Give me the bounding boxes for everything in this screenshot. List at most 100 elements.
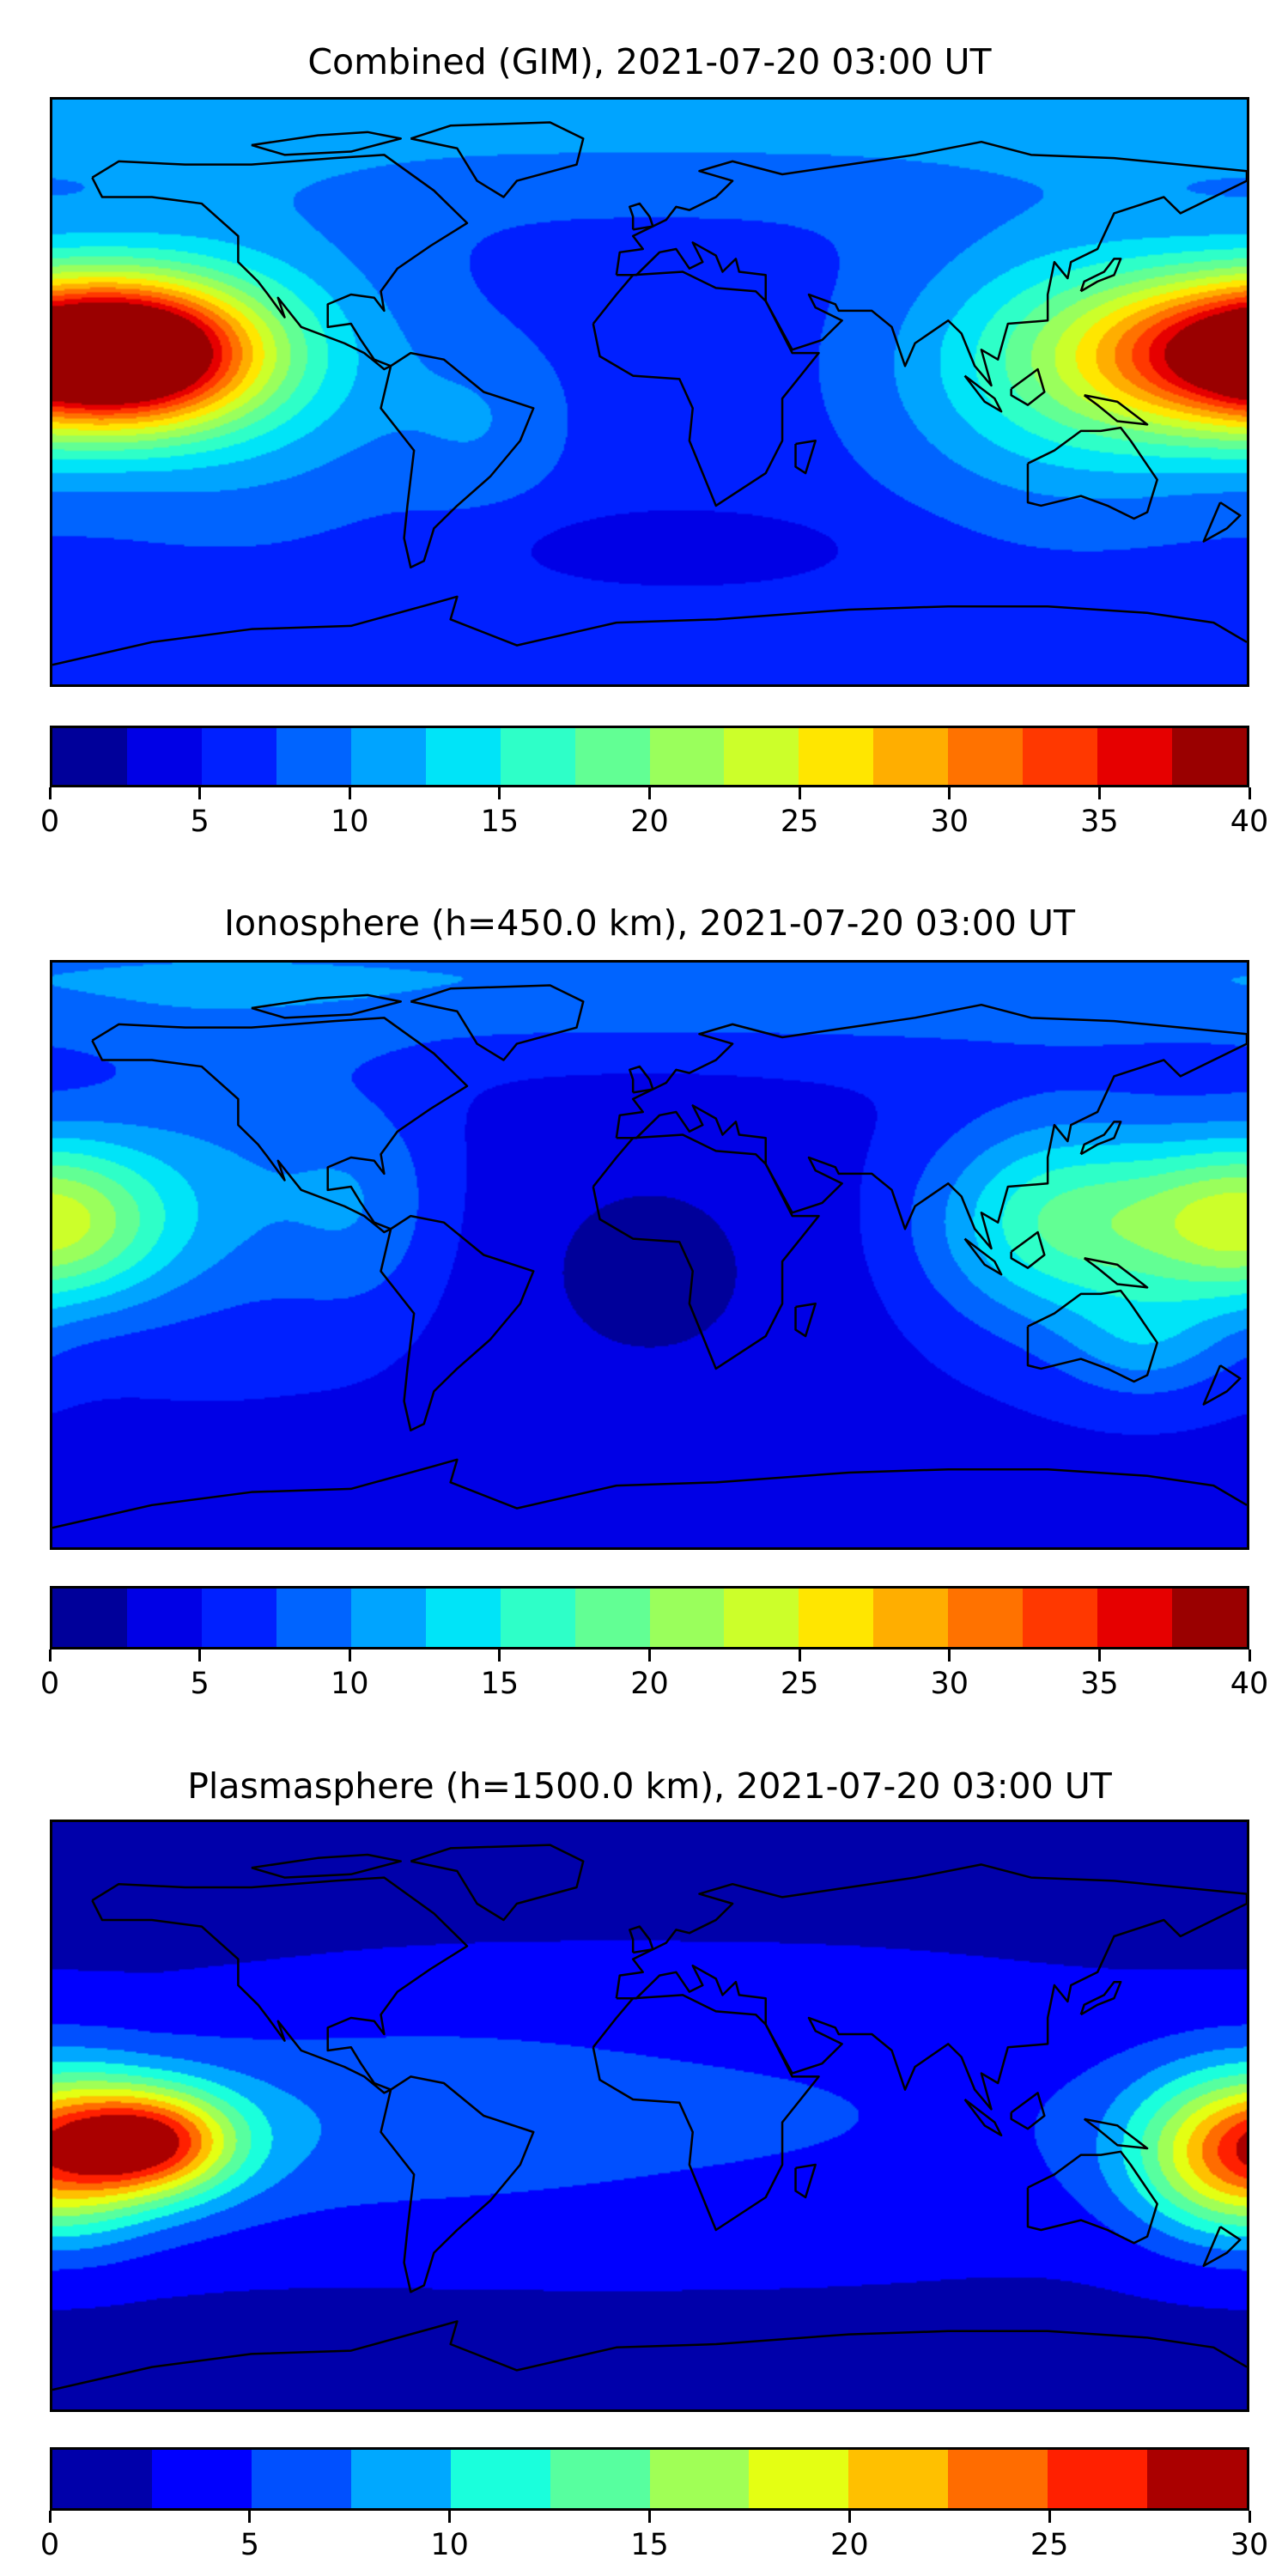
- panel-2-colorbar: [50, 1586, 1249, 1649]
- coastline-borneo: [1012, 369, 1045, 405]
- colorbar-swatch: [724, 728, 799, 785]
- coastline-borneo: [1012, 1232, 1045, 1268]
- tick-mark: [1248, 1649, 1251, 1662]
- colorbar-swatch: [276, 1589, 351, 1647]
- coastline-japan: [1081, 1121, 1121, 1154]
- tick-mark: [648, 2511, 651, 2523]
- coastline-britain: [629, 1066, 653, 1092]
- tick-mark: [498, 1649, 501, 1662]
- colorbar-swatch: [649, 2450, 750, 2508]
- tick-mark: [348, 1649, 351, 1662]
- tick-mark: [48, 787, 52, 799]
- coastline-sumatra: [965, 2099, 1002, 2136]
- colorbar-swatch: [151, 2450, 252, 2508]
- tick-label: 35: [1080, 805, 1119, 839]
- colorbar-swatch: [873, 1589, 949, 1647]
- colorbar-swatch: [350, 2450, 451, 2508]
- coastline-new-guinea: [1084, 1258, 1147, 1287]
- colorbar-swatch: [649, 1589, 725, 1647]
- colorbar-swatch: [276, 728, 351, 785]
- coastline-australia: [1028, 2152, 1157, 2243]
- colorbar-swatch: [1147, 2450, 1248, 2508]
- tick-mark: [648, 787, 651, 799]
- coastline-new-zealand: [1204, 2227, 1241, 2266]
- tick-mark: [448, 2511, 452, 2523]
- tick-label: 15: [630, 2528, 669, 2562]
- coastline-japan: [1081, 258, 1121, 291]
- coastline-new-guinea: [1084, 395, 1147, 424]
- tick-label: 35: [1080, 1667, 1119, 1701]
- panel-2-title: Ionosphere (h=450.0 km), 2021-07-20 03:0…: [223, 902, 1076, 944]
- tick-label: 0: [39, 805, 60, 839]
- tick-mark: [798, 1649, 801, 1662]
- panel-1-colorbar-ticks: 0 5 10 15 20 25 30 35 40: [40, 787, 1268, 839]
- tick-mark: [198, 1649, 202, 1662]
- coastline-arctic-islands: [252, 995, 401, 1018]
- colorbar-swatch: [724, 1589, 799, 1647]
- colorbar-swatch: [201, 1589, 276, 1647]
- coastline-eurasia: [617, 1864, 1247, 2109]
- tick-mark: [348, 787, 351, 799]
- colorbar-swatch: [1172, 728, 1247, 785]
- colorbar-swatch: [848, 2450, 949, 2508]
- tick-mark: [648, 1649, 651, 1662]
- tick-label: 40: [1230, 805, 1269, 839]
- coastline-borneo: [1012, 2093, 1045, 2129]
- tick-mark: [248, 2511, 252, 2523]
- colorbar-swatch: [574, 1589, 650, 1647]
- coastline-south-america: [381, 2076, 534, 2292]
- coastline-madagascar: [796, 1303, 816, 1336]
- tec-contour-field: [52, 963, 1247, 1547]
- coastline-greenland: [410, 1845, 583, 1920]
- panel-2-colorbar-ticks: 0 5 10 15 20 25 30 35 40: [40, 1649, 1268, 1701]
- colorbar-swatch: [350, 728, 426, 785]
- coastline-africa: [593, 1135, 819, 1369]
- coastline-eurasia: [617, 1005, 1247, 1249]
- colorbar-swatch: [574, 728, 650, 785]
- colorbar-swatch: [749, 2450, 849, 2508]
- tick-label: 25: [780, 1667, 819, 1701]
- tick-mark: [498, 787, 501, 799]
- tick-label: 5: [190, 805, 210, 839]
- coastline-japan: [1081, 1982, 1121, 2014]
- colorbar-swatch: [350, 1589, 426, 1647]
- tick-mark: [1048, 2511, 1051, 2523]
- colorbar-swatch: [500, 728, 575, 785]
- tick-label: 30: [930, 1667, 969, 1701]
- coastline-arctic-islands: [252, 132, 401, 155]
- colorbar-swatch: [1097, 728, 1173, 785]
- colorbar-swatch: [52, 728, 127, 785]
- colorbar-swatch: [1097, 1589, 1173, 1647]
- coastline-britain: [629, 204, 653, 229]
- tec-contour-field: [52, 100, 1247, 684]
- tick-label: 10: [430, 2528, 469, 2562]
- colorbar-swatch: [948, 2450, 1048, 2508]
- panel-3-title: Plasmasphere (h=1500.0 km), 2021-07-20 0…: [187, 1765, 1112, 1807]
- tick-label: 25: [780, 805, 819, 839]
- colorbar-swatch: [52, 2450, 152, 2508]
- coastlines: [52, 100, 1247, 684]
- coastline-sumatra: [965, 1239, 1002, 1275]
- colorbar-swatch: [201, 728, 276, 785]
- tec-contour-field: [52, 1822, 1247, 2409]
- colorbar-swatch: [799, 728, 874, 785]
- panel-3-colorbar-ticks: 0 5 10 15 20 25 30: [40, 2511, 1268, 2562]
- tick-label: 0: [39, 2528, 60, 2562]
- coastline-madagascar: [796, 2165, 816, 2197]
- tick-label: 5: [190, 1667, 210, 1701]
- tick-label: 5: [240, 2528, 259, 2562]
- coastline-madagascar: [796, 440, 816, 473]
- colorbar-swatch: [1023, 1589, 1098, 1647]
- tick-mark: [1097, 1649, 1101, 1662]
- tick-mark: [948, 1649, 951, 1662]
- colorbar-swatch: [873, 728, 949, 785]
- colorbar-swatch: [1172, 1589, 1247, 1647]
- coastline-new-zealand: [1204, 1365, 1241, 1404]
- coastline-australia: [1028, 428, 1157, 519]
- tick-mark: [1248, 787, 1251, 799]
- coastline-south-america: [381, 1216, 534, 1431]
- colorbar-swatch: [500, 1589, 575, 1647]
- tick-mark: [1248, 2511, 1251, 2523]
- tick-label: 20: [630, 1667, 669, 1701]
- coastline-south-america: [381, 353, 534, 568]
